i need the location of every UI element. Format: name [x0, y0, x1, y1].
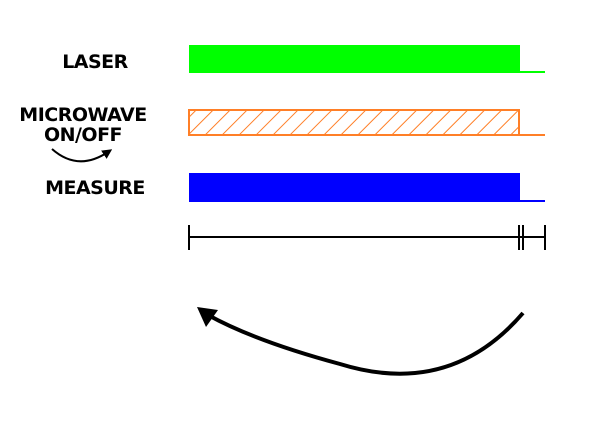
- measure-channel: [189, 173, 545, 202]
- microwave-channel: [188, 109, 545, 136]
- laser-channel: [189, 45, 545, 73]
- time-axis: [188, 225, 546, 250]
- measure-label: MEASURE: [45, 177, 145, 199]
- laser-pulse: [189, 45, 520, 73]
- measure-pulse: [189, 173, 520, 202]
- microwave-label: MICROWAVE: [19, 104, 147, 126]
- laser-label: LASER: [62, 51, 128, 73]
- repeat-arrow-head: [197, 307, 218, 327]
- microwave-onoff-label: ON/OFF: [43, 124, 123, 146]
- microwave-pulse: [188, 109, 520, 136]
- small-curved-arrow: [51, 148, 113, 163]
- repeat-arrow: [207, 311, 525, 376]
